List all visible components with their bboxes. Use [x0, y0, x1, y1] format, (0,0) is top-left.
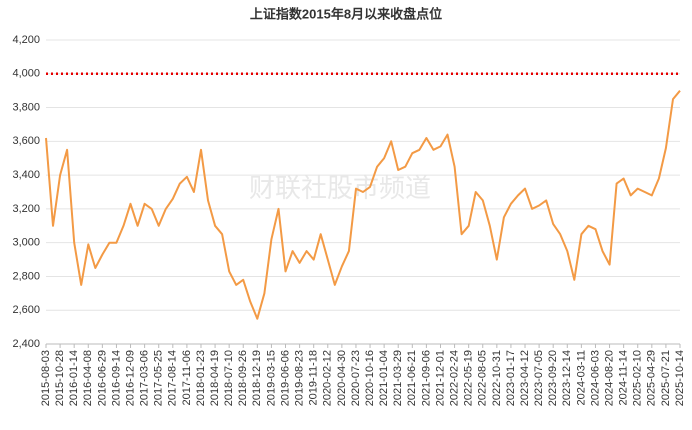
chart-title: 上证指数2015年8月以来收盘点位 [250, 6, 442, 21]
x-tick-label: 2019-06-06 [279, 350, 291, 406]
x-tick-label: 2017-08-14 [167, 350, 179, 406]
x-tick-label: 2016-12-09 [124, 350, 136, 406]
x-tick-label: 2024-06-03 [589, 350, 601, 406]
y-tick-label: 4,200 [12, 34, 40, 46]
x-tick-label: 2021-01-04 [378, 350, 390, 406]
x-tick-label: 2024-03-11 [575, 350, 587, 405]
x-tick-label: 2018-01-23 [195, 350, 207, 406]
y-tick-label: 3,000 [12, 237, 40, 249]
x-tick-label: 2018-07-10 [223, 350, 235, 406]
x-tick-label: 2022-05-19 [463, 350, 475, 406]
line-series [45, 90, 681, 320]
x-tick-label: 2015-10-28 [54, 350, 66, 406]
x-tick-label: 2023-04-12 [519, 350, 531, 406]
x-tick-label: 2018-09-26 [237, 350, 249, 406]
x-tick-label: 2017-03-06 [139, 350, 151, 406]
x-tick-label: 2018-04-19 [209, 350, 221, 406]
x-tick-label: 2024-11-14 [618, 350, 630, 405]
y-tick-label: 4,000 [12, 68, 40, 80]
x-tick-label: 2025-10-14 [674, 350, 686, 406]
x-tick-label: 2016-06-29 [96, 350, 108, 406]
x-tick-label: 2021-03-29 [392, 350, 404, 406]
x-tick-label: 2024-08-20 [603, 350, 615, 406]
x-tick-label: 2020-07-23 [350, 350, 362, 406]
x-tick-label: 2020-10-16 [364, 350, 376, 406]
y-tick-label: 2,800 [12, 270, 40, 282]
y-tick-label: 2,400 [12, 338, 40, 350]
x-tick-label: 2020-02-12 [322, 350, 334, 406]
x-tick-label: 2019-08-23 [294, 350, 306, 406]
y-tick-label: 3,200 [12, 203, 40, 215]
x-tick-label: 2023-09-20 [547, 350, 559, 406]
x-tick-label: 2019-03-15 [265, 350, 277, 406]
x-tick-label: 2023-12-14 [561, 350, 573, 406]
x-tick-label: 2020-04-30 [336, 350, 348, 406]
x-tick-label: 2017-11-06 [181, 350, 193, 405]
x-tick-label: 2019-11-18 [308, 350, 320, 405]
x-tick-label: 2025-02-10 [632, 350, 644, 406]
x-tick-label: 2021-06-21 [406, 350, 418, 406]
x-tick-label: 2016-01-14 [68, 350, 80, 406]
x-tick-label: 2017-05-25 [153, 350, 165, 406]
x-tick-label: 2016-09-14 [110, 350, 122, 406]
x-tick-label: 2018-12-19 [251, 350, 263, 406]
x-tick-label: 2016-04-08 [82, 350, 94, 406]
x-tick-label: 2022-10-31 [491, 350, 503, 406]
x-tick-label: 2023-07-05 [533, 350, 545, 406]
x-tick-label: 2021-09-06 [420, 350, 432, 406]
x-tick-label: 2025-07-21 [660, 350, 672, 406]
watermark: 财联社股市频道 [249, 173, 431, 203]
y-tick-label: 2,600 [12, 304, 40, 316]
x-tick-label: 2025-04-29 [646, 350, 658, 406]
x-tick-label: 2023-01-17 [505, 350, 517, 406]
x-tick-label: 2022-02-24 [448, 350, 460, 406]
y-tick-label: 3,600 [12, 135, 40, 147]
x-tick-label: 2015-08-03 [40, 350, 52, 406]
x-tick-label: 2022-08-05 [477, 350, 489, 406]
x-tick-label: 2021-12-01 [434, 350, 446, 406]
y-tick-label: 3,400 [12, 169, 40, 181]
y-tick-label: 3,800 [12, 101, 40, 113]
